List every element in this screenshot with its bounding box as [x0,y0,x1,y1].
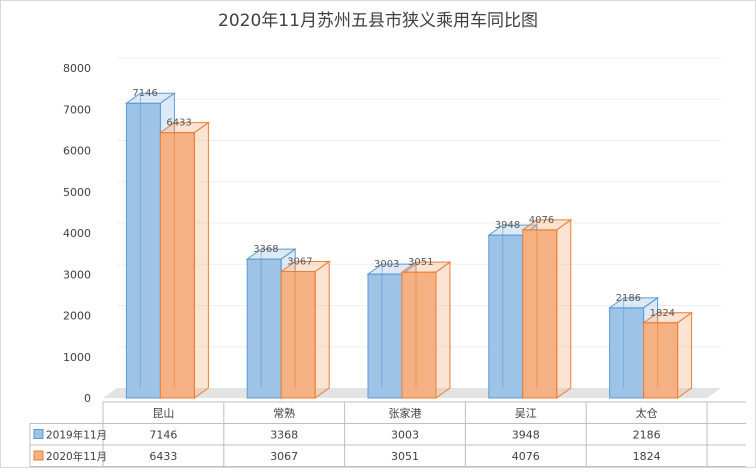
table-cell: 3003 [391,429,419,442]
bar-side [193,121,209,399]
y-tick-label: 5000 [63,186,91,199]
x-tick-label: 吴江 [515,407,537,420]
bar [642,311,694,399]
bar [279,260,331,399]
table-cell: 2186 [633,429,661,442]
bar-front [159,132,195,399]
data-label: 3948 [495,220,520,231]
x-tick-label: 张家港 [389,406,422,420]
bar-front [401,271,437,399]
table-cell: 4076 [512,450,540,463]
bar-front [246,258,282,399]
x-tick-label: 昆山 [152,407,174,420]
bar [400,261,452,399]
legend-label: 2019年11月 [46,429,107,442]
data-label: 3003 [374,259,399,270]
y-tick-label: 7000 [63,103,91,116]
y-tick-label: 4000 [63,227,91,240]
bar [158,121,210,399]
data-label: 3067 [287,256,312,267]
y-tick-label: 6000 [63,145,91,158]
bars [124,92,694,399]
data-label: 7146 [132,88,157,99]
table-cell: 7146 [149,429,177,442]
x-tick-label: 太仓 [636,406,658,420]
bar-front [488,234,524,399]
table-cell: 3368 [270,429,298,442]
bar-front [522,229,558,399]
bar-front [280,270,316,399]
bar-front [367,273,403,399]
x-tick-label: 常熟 [273,406,295,420]
data-label: 3051 [408,257,433,268]
table-cell: 3948 [512,429,540,442]
data-label: 1824 [650,308,675,319]
data-table: 昆山 常熟 张家港 吴江 太仓 2019年11月 7146 3368 3003 3948 2186 2… [29,401,746,467]
data-label: 4076 [529,215,554,226]
table-cell: 6433 [149,450,177,463]
data-label: 3368 [253,244,278,255]
y-tick-label: 8000 [63,62,91,75]
y-tick-label: 2000 [63,310,91,323]
data-label: 2186 [616,293,641,304]
table-cell: 1824 [633,450,661,463]
legend-swatch [33,429,44,439]
bar-front [609,307,645,399]
chart-title: 2020年11月苏州五县市狭义乘用车同比图 [218,11,538,31]
bar-side [435,261,451,399]
data-labels: 7146 6433 3368 3067 3003 3051 3948 4076 2186 1824 [132,88,675,319]
y-tick-label: 1000 [63,351,91,364]
y-axis: 0 1000 2000 3000 4000 5000 6000 7000 8000 [63,62,91,405]
legend-label: 2020年11月 [46,450,107,463]
y-tick-label: 3000 [63,268,91,281]
bar [521,218,573,399]
bar-front [125,102,161,399]
bar-side [677,311,693,399]
table-cell: 3067 [270,450,298,463]
table-cell: 3051 [391,450,419,463]
bar-side [556,218,572,399]
bar-side [314,260,330,399]
y-tick-label: 0 [84,392,91,405]
bar-front [643,322,679,399]
data-label: 6433 [166,118,191,129]
legend-swatch [33,450,44,461]
